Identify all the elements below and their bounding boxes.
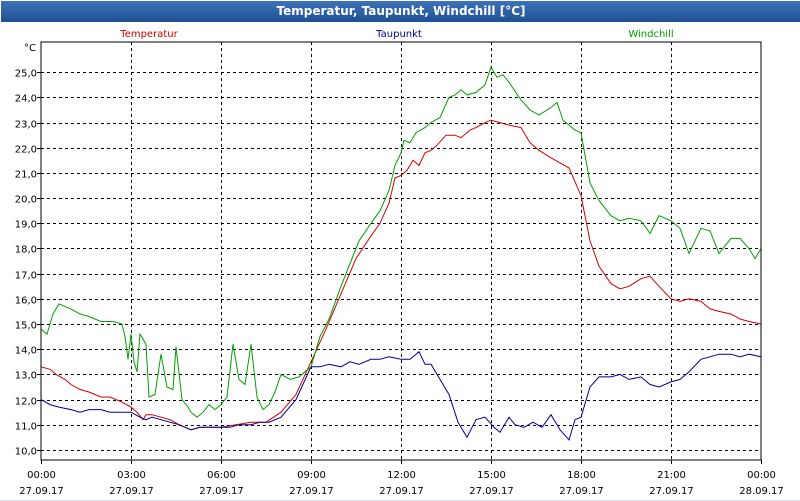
y-tick-label: 20,0: [15, 195, 37, 206]
y-axis-unit-label: °C: [24, 43, 36, 54]
chart-title: Temperatur, Taupunkt, Windchill [°C]: [1, 1, 800, 22]
y-tick-label: 21,0: [15, 170, 37, 181]
y-tick-label: 10,0: [15, 447, 37, 458]
y-tick-label: 19,0: [15, 220, 37, 231]
x-tick-time-label: 03:00: [117, 470, 146, 481]
x-tick-date-label: 27.09.17: [379, 486, 424, 497]
x-tick-date-label: 28.09.17: [739, 486, 784, 497]
grid-layer: [41, 42, 761, 460]
x-tick-time-label: 21:00: [657, 470, 686, 481]
x-tick-time-label: 00:00: [27, 470, 56, 481]
series-line-temperatur: [40, 119, 762, 431]
legend-item-windchill: Windchill: [628, 29, 673, 40]
x-tick-time-label: 12:00: [387, 470, 416, 481]
y-tick-label: 18,0: [15, 245, 37, 256]
legend-item-taupunkt: Taupunkt: [375, 29, 422, 40]
axis-layer: 10,0 11,0 12,0 13,0 14,0 15,0 16,0 17,0 18,0 19,0…: [15, 41, 784, 497]
y-tick-label: 15,0: [15, 321, 37, 332]
y-tick-label: 16,0: [15, 296, 37, 307]
y-tick-label: 12,0: [15, 397, 37, 408]
legend-item-temperatur: Temperatur: [119, 29, 178, 40]
y-tick-label: 11,0: [15, 422, 37, 433]
x-tick-time-label: 00:00: [747, 470, 776, 481]
x-tick-date-label: 27.09.17: [559, 486, 604, 497]
x-tick-date-label: 27.09.17: [109, 486, 154, 497]
x-tick-date-label: 27.09.17: [649, 486, 694, 497]
y-tick-label: 24,0: [15, 94, 37, 105]
x-tick-time-label: 15:00: [477, 470, 506, 481]
y-tick-label: 14,0: [15, 346, 37, 357]
series-layer: [40, 66, 762, 441]
x-tick-date-label: 27.09.17: [469, 486, 514, 497]
series-line-taupunkt: [40, 350, 762, 441]
y-tick-label: 17,0: [15, 271, 37, 282]
x-tick-time-label: 09:00: [297, 470, 326, 481]
series-line-windchill: [40, 66, 762, 418]
y-tick-label: 25,0: [15, 69, 37, 80]
y-tick-label: 23,0: [15, 120, 37, 131]
legend: Temperatur Taupunkt Windchill: [119, 29, 673, 40]
x-tick-time-label: 18:00: [567, 470, 596, 481]
x-tick-date-label: 27.09.17: [19, 486, 64, 497]
y-tick-label: 22,0: [15, 145, 37, 156]
x-tick-date-label: 27.09.17: [289, 486, 334, 497]
x-tick-date-label: 27.09.17: [199, 486, 244, 497]
x-tick-time-label: 06:00: [207, 470, 236, 481]
y-tick-label: 13,0: [15, 371, 37, 382]
